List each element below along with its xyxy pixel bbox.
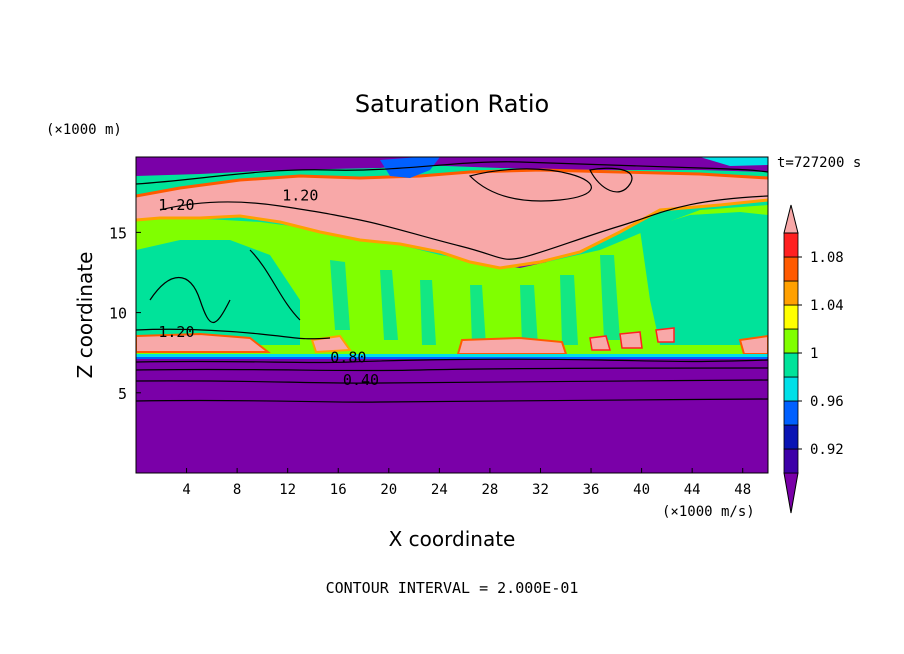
field-upper-cyan	[700, 157, 768, 166]
time-label: t=727200 s	[777, 155, 861, 171]
chart-title: Saturation Ratio	[355, 90, 549, 118]
field-lens-smalls	[589, 327, 675, 351]
field-inversion-blue	[136, 357, 768, 359]
y-tick-label: 15	[109, 224, 127, 242]
x-tick-label: 16	[330, 482, 347, 498]
contour-0p6	[136, 367, 768, 372]
field-lens-left	[136, 332, 271, 353]
colorbar-segment	[783, 232, 799, 258]
colorbar-tick-label: 1.08	[810, 250, 844, 266]
y-axis-label: Z coordinate	[73, 252, 97, 379]
colorbar-segment	[783, 256, 799, 282]
field-aqua-right	[640, 212, 768, 345]
x-tick-label: 36	[583, 482, 600, 498]
x-tick-label: 44	[684, 482, 701, 498]
colorbar-segment	[783, 376, 799, 402]
colorbar-segment	[783, 328, 799, 354]
colorbar-segment	[783, 280, 799, 306]
colorbar-segment	[783, 400, 799, 426]
contour-labels: 1.20 1.20 1.20 0.80 0.40	[158, 186, 379, 388]
contour-0p2	[136, 398, 768, 403]
x-tick-label: 24	[431, 482, 448, 498]
x-axis-ticks: 4 8 12 16 20 24 28 32 36 40 44 48	[182, 468, 751, 498]
contour-label: 0.40	[343, 371, 379, 389]
field-lens-mid	[456, 336, 568, 355]
contour-label: 0.80	[330, 349, 366, 367]
plot-area	[136, 157, 768, 473]
y-axis-ticks: 5 10 15	[109, 224, 141, 403]
x-tick-label: 4	[182, 482, 190, 498]
field-upper-edge-2	[136, 198, 768, 270]
contour-1p2-upper	[159, 195, 768, 260]
contour-interval-footer: CONTOUR INTERVAL = 2.000E-01	[326, 579, 579, 597]
field-inversion-cyan	[136, 354, 768, 357]
x-unit-label: (×1000 m/s)	[662, 504, 755, 520]
colorbar-segment	[783, 304, 799, 330]
colorbar-upper-extend	[783, 204, 799, 234]
plot-frame	[135, 156, 769, 474]
x-tick-label: 48	[734, 482, 751, 498]
field-upper-edge	[136, 168, 768, 198]
field-aqua-left	[136, 240, 300, 345]
contour-1p2-lower	[136, 328, 331, 340]
x-tick-label: 32	[532, 482, 549, 498]
contour-0p4	[136, 379, 768, 384]
contour-0p8	[136, 358, 768, 364]
contour-label: 1.20	[282, 186, 318, 204]
x-axis-label: X coordinate	[389, 527, 516, 551]
colorbar-segment	[783, 448, 799, 474]
colorbar-tick-label: 0.92	[810, 442, 844, 458]
contour-upper-cells	[468, 167, 633, 202]
contour-lines	[136, 161, 768, 403]
contour-top	[136, 161, 768, 185]
colorbar-tick-label: 1.04	[810, 298, 844, 314]
field-lens-center	[310, 334, 352, 354]
field-aqua-streaks	[330, 255, 620, 345]
contour-label: 1.20	[158, 196, 194, 214]
colorbar-tick-label: 0.96	[810, 394, 844, 410]
x-tick-label: 20	[380, 482, 397, 498]
x-tick-label: 40	[633, 482, 650, 498]
x-tick-label: 8	[233, 482, 241, 498]
contour-label: 1.20	[158, 323, 194, 341]
x-tick-label: 12	[279, 482, 296, 498]
field-lens-right	[738, 334, 768, 355]
y-tick-label: 10	[109, 305, 127, 323]
colorbar-segment	[783, 352, 799, 378]
contour-mid	[149, 249, 301, 323]
colorbar-segment	[783, 424, 799, 450]
colorbar-tick-label: 1	[810, 346, 818, 362]
colorbar: 0.92 0.96 1 1.04 1.08	[783, 204, 844, 514]
x-tick-label: 28	[481, 482, 498, 498]
y-tick-label: 5	[118, 385, 127, 403]
colorbar-lower-extend	[783, 472, 799, 514]
y-unit-label: (×1000 m)	[46, 122, 122, 138]
field-upper-pink	[136, 170, 768, 268]
